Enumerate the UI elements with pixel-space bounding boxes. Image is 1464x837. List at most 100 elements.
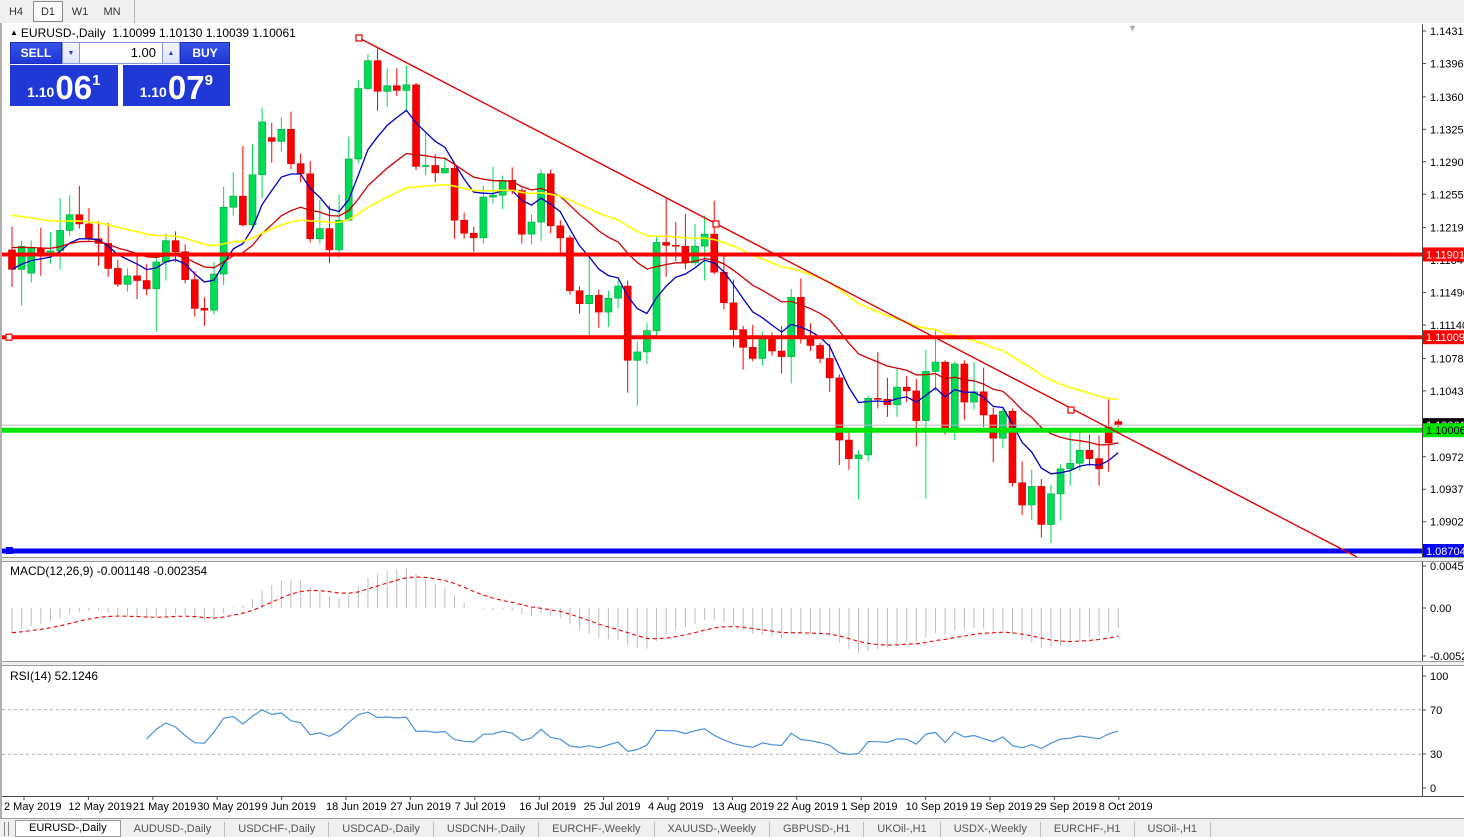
candle-body — [835, 377, 844, 441]
candle-body — [469, 232, 478, 239]
candle-body — [816, 345, 824, 359]
candle-body — [825, 358, 834, 379]
macd-signal-line — [11, 576, 1119, 646]
chart-tab-usdchf-daily[interactable]: USDCHF-,Daily — [225, 822, 330, 837]
candle-body — [383, 85, 391, 92]
collapse-triangle-icon[interactable]: ▲ — [10, 28, 18, 37]
date-axis-label: 22 Aug 2019 — [777, 801, 839, 813]
candle-body — [652, 242, 661, 331]
sell-price-button[interactable]: 1.10 06 1 — [10, 65, 118, 106]
candle-body — [1018, 482, 1026, 506]
timeframe-button-h4[interactable]: H4 — [8, 5, 24, 18]
pane-separator[interactable] — [2, 661, 1464, 665]
candle-body — [85, 223, 93, 240]
chart-tab-usdcnh-daily[interactable]: USDCNH-,Daily — [434, 822, 540, 837]
sell-price-big-digits: 06 — [55, 69, 93, 106]
candle-body — [720, 271, 728, 304]
trendline-handle[interactable] — [712, 220, 720, 228]
date-axis-label: 29 Sep 2019 — [1034, 801, 1096, 813]
candle-body — [114, 268, 122, 285]
chart-tab-ukoil-h1[interactable]: UKOil-,H1 — [864, 822, 941, 837]
chart-tab-gbpusd-h1[interactable]: GBPUSD-,H1 — [770, 822, 865, 837]
chart-canvas[interactable]: 1.14310 1.13960 1.13600 1.13250 1.12900 1.125… — [2, 23, 1464, 818]
candle-body — [854, 454, 863, 459]
date-axis-label: 18 Jun 2019 — [326, 801, 387, 813]
candle-body — [162, 240, 170, 263]
lot-size-input[interactable]: 1.00 — [80, 42, 162, 64]
chart-tab-usoil-h1[interactable]: USOil-,H1 — [1135, 822, 1212, 837]
price-axis-label: 1.09020 — [1430, 517, 1464, 529]
chart-tab-audusd-daily[interactable]: AUDUSD-,Daily — [121, 822, 226, 837]
sell-button[interactable]: SELL — [10, 42, 62, 64]
candle-body — [643, 330, 651, 353]
candle-body — [421, 165, 430, 167]
candle-body — [200, 308, 209, 311]
candle-body — [373, 60, 382, 92]
rsi-axis-label: 100 — [1430, 671, 1448, 683]
buy-price-button[interactable]: 1.10 07 9 — [122, 65, 230, 106]
candle-body — [1056, 468, 1065, 495]
date-axis-label: 4 Aug 2019 — [648, 801, 704, 813]
trendline-handle[interactable] — [1067, 406, 1075, 414]
lot-increase-button[interactable]: ▲ — [162, 42, 180, 64]
price-level-label: 1.08704 — [1426, 546, 1464, 558]
chart-tab-usdx-weekly[interactable]: USDX-,Weekly — [941, 822, 1041, 837]
date-axis-label: 21 May 2019 — [133, 801, 197, 813]
date-axis-label: 2 May 2019 — [4, 801, 61, 813]
candle-body — [748, 347, 757, 359]
candle-body — [595, 295, 603, 313]
one-click-trading-panel: SELL ▼ 1.00 ▲ BUY 1.10 06 1 1.10 07 9 — [10, 42, 230, 106]
chart-tab-usdcad-daily[interactable]: USDCAD-,Daily — [329, 822, 434, 837]
candle-body — [133, 275, 141, 281]
candle-body — [316, 228, 324, 240]
lot-decrease-button[interactable]: ▼ — [62, 42, 80, 64]
candle-body — [441, 167, 449, 174]
chart-tab-eurchf-weekly[interactable]: EURCHF-,Weekly — [539, 822, 655, 837]
chart-tab-xauusd-weekly[interactable]: XAUUSD-,Weekly — [655, 822, 770, 837]
pane-separator[interactable] — [2, 557, 1464, 561]
chart-tab-eurusd-daily[interactable]: EURUSD-,Daily — [15, 820, 121, 837]
candle-body — [604, 297, 613, 313]
trendline-handle[interactable] — [355, 34, 363, 42]
candle-body — [17, 245, 26, 270]
buy-price-pip-digit: 9 — [204, 72, 213, 89]
candle-body — [287, 129, 295, 164]
price-axis-label: 1.13600 — [1430, 92, 1464, 104]
price-axis-label: 1.09720 — [1430, 452, 1464, 464]
buy-button[interactable]: BUY — [180, 42, 230, 64]
date-axis-label: 10 Sep 2019 — [906, 801, 968, 813]
buy-price-prefix: 1.10 — [139, 84, 167, 100]
chart-shift-marker-icon: ▼ — [1128, 23, 1137, 33]
hline-handle[interactable] — [5, 333, 13, 341]
candle-body — [729, 302, 738, 330]
candle-body — [700, 233, 709, 247]
timeframe-button-d1[interactable]: D1 — [33, 1, 63, 22]
chart-tab-bar: EURUSD-,Daily AUDUSD-,Daily USDCHF-,Daily U… — [0, 818, 1464, 837]
chart-tab-eurchf-h1[interactable]: EURCHF-,H1 — [1041, 822, 1135, 837]
candle-body — [392, 85, 401, 91]
candle-body — [489, 194, 497, 198]
price-axis-label: 1.12900 — [1430, 157, 1464, 169]
candle-body — [219, 206, 228, 275]
candle-body — [479, 196, 488, 239]
candle-body — [614, 285, 622, 299]
descending-trendline[interactable] — [358, 37, 1358, 558]
candle-body — [989, 414, 998, 439]
timeframe-button-w1[interactable]: W1 — [71, 5, 89, 18]
chart-background — [2, 23, 1464, 818]
hline-handle[interactable] — [6, 547, 13, 554]
candle-body — [46, 250, 55, 253]
date-axis-label: 27 Jun 2019 — [390, 801, 451, 813]
candle-body — [65, 214, 74, 231]
candle-body — [354, 88, 363, 160]
macd-axis-label: 0.004536 — [1430, 561, 1464, 573]
candle-body — [142, 280, 151, 290]
rsi-axis-label: 70 — [1430, 705, 1442, 717]
candle-body — [566, 237, 574, 292]
price-level-label-box — [1423, 423, 1464, 438]
candle-body — [56, 230, 64, 252]
timeframe-button-mn[interactable]: MN — [103, 5, 121, 18]
candle-body — [864, 398, 872, 456]
candle-body — [431, 165, 440, 174]
